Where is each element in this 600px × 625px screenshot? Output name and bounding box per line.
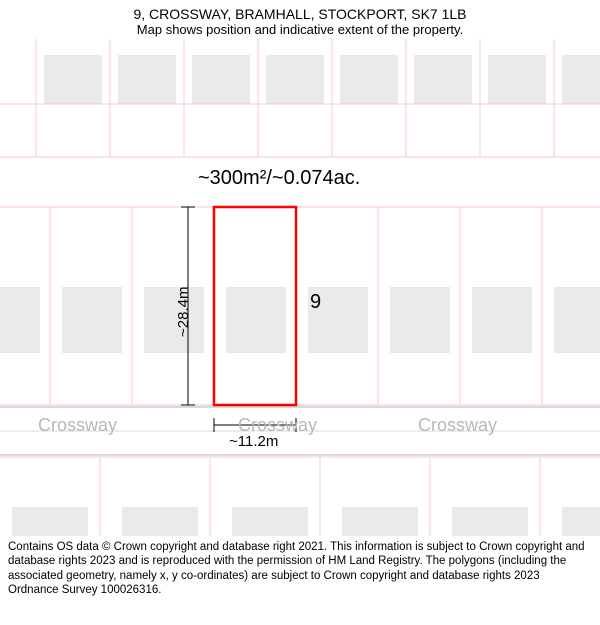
street-name-label: Crossway <box>238 415 317 436</box>
copyright-footer: Contains OS data © Crown copyright and d… <box>0 536 600 602</box>
street-name-label: Crossway <box>418 415 497 436</box>
page-subtitle: Map shows position and indicative extent… <box>10 22 590 37</box>
map-area: ~300m²/~0.074ac. 9 ~11.2m ~28.4m Crosswa… <box>0 39 600 536</box>
street-name-label: Crossway <box>38 415 117 436</box>
cadastral-map-svg <box>0 39 600 536</box>
header: 9, CROSSWAY, BRAMHALL, STOCKPORT, SK7 1L… <box>0 0 600 39</box>
page-title: 9, CROSSWAY, BRAMHALL, STOCKPORT, SK7 1L… <box>10 6 590 22</box>
area-label: ~300m²/~0.074ac. <box>198 167 360 190</box>
house-number-label: 9 <box>310 291 321 314</box>
height-dimension-label: ~28.4m <box>175 287 192 337</box>
